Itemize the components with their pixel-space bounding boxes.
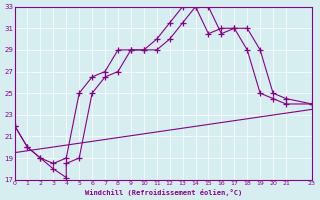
X-axis label: Windchill (Refroidissement éolien,°C): Windchill (Refroidissement éolien,°C) — [84, 189, 242, 196]
